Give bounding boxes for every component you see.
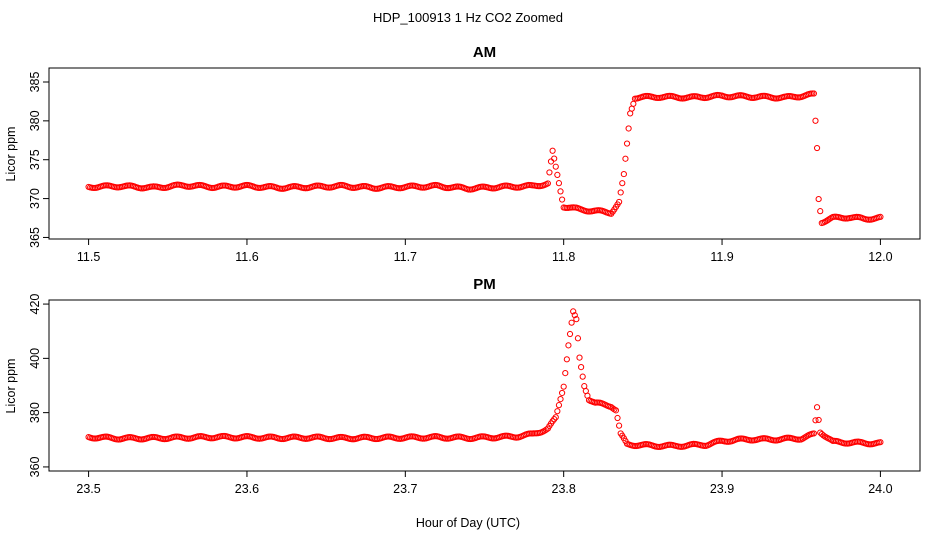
pm-x-tick-label: 23.9 xyxy=(710,482,734,496)
am-data-point xyxy=(622,155,629,162)
pm-x-tick-label: 23.8 xyxy=(552,482,576,496)
panel-am-ylabel: Licor ppm xyxy=(4,127,18,182)
am-y-tick-label: 370 xyxy=(28,188,42,209)
pm-data-point xyxy=(555,402,563,409)
am-data-point xyxy=(813,144,821,152)
am-data-point xyxy=(623,140,631,147)
panel-pm-ylabel: Licor ppm xyxy=(4,359,18,414)
pm-data-point xyxy=(573,316,580,323)
am-data-point xyxy=(616,198,623,206)
pm-data-point xyxy=(559,389,566,397)
pm-y-tick-label: 360 xyxy=(28,456,42,477)
am-x-tick-label: 11.8 xyxy=(552,250,575,264)
am-data-point xyxy=(617,189,624,196)
pm-y-tick-label: 380 xyxy=(28,402,42,423)
am-data-point xyxy=(555,180,563,187)
pm-x-tick-label: 23.7 xyxy=(393,482,417,496)
panel-am-x-axis: 11.5 11.6 11.7 11.8 11.9 12.0 xyxy=(77,238,893,264)
pm-x-tick-label: 23.5 xyxy=(76,482,100,496)
pm-data-point xyxy=(571,312,578,319)
pm-data-point xyxy=(810,430,818,437)
am-y-tick-label: 365 xyxy=(28,227,42,248)
am-y-tick-label: 380 xyxy=(28,110,42,131)
am-data-point xyxy=(544,180,551,187)
panel-pm: PM Licor ppm 23.5 23.6 23.7 23.8 23.9 24.0 36… xyxy=(4,276,921,496)
figure-xlabel: Hour of Day (UTC) xyxy=(416,516,520,530)
pm-data-point xyxy=(554,408,561,415)
pm-data-point xyxy=(578,364,585,371)
am-data-point xyxy=(559,196,566,203)
pm-data-point xyxy=(815,416,822,424)
pm-x-tick-label: 24.0 xyxy=(868,482,892,496)
panel-am-title: AM xyxy=(473,44,496,61)
pm-data-point xyxy=(562,370,569,377)
panel-pm-frame xyxy=(48,299,921,472)
pm-data-point xyxy=(560,383,567,390)
am-x-tick-label: 11.6 xyxy=(235,250,258,264)
am-x-tick-label: 11.7 xyxy=(394,250,417,264)
pm-data-point xyxy=(813,404,821,411)
am-data-point xyxy=(815,195,822,203)
pm-data-point xyxy=(551,416,558,423)
pm-data-point xyxy=(576,354,583,361)
pm-data-point xyxy=(552,414,559,421)
am-data-point xyxy=(620,170,627,178)
pm-x-tick-label: 23.6 xyxy=(235,482,259,496)
am-x-tick-label: 11.5 xyxy=(77,250,100,264)
pm-data-point xyxy=(570,308,577,315)
pm-data-point xyxy=(563,356,570,363)
pm-data-point xyxy=(877,439,884,446)
panel-pm-y-axis: 360 380 400 420 xyxy=(28,294,50,477)
panel-am-points xyxy=(85,90,884,227)
panel-pm-x-axis: 23.5 23.6 23.7 23.8 23.9 24.0 xyxy=(76,470,893,496)
am-data-point xyxy=(552,163,559,170)
am-data-point xyxy=(551,155,558,162)
am-data-point xyxy=(557,188,564,195)
am-data-point xyxy=(547,158,555,165)
pm-data-point xyxy=(616,422,623,429)
am-x-tick-label: 12.0 xyxy=(868,250,892,264)
am-data-point xyxy=(810,90,818,97)
am-data-point xyxy=(546,169,553,176)
panel-pm-title: PM xyxy=(473,276,496,293)
am-data-point xyxy=(877,213,884,220)
am-data-point xyxy=(625,125,632,132)
pm-data-point xyxy=(574,335,582,342)
am-x-tick-label: 11.9 xyxy=(710,250,733,264)
am-y-tick-label: 385 xyxy=(28,72,42,93)
panel-pm-points xyxy=(85,308,884,451)
pm-data-point xyxy=(609,405,616,412)
pm-data-point xyxy=(579,373,586,380)
pm-y-tick-label: 420 xyxy=(28,294,42,315)
am-y-tick-label: 375 xyxy=(28,149,42,170)
am-data-point xyxy=(812,117,819,124)
am-data-point xyxy=(817,208,824,215)
pm-data-point xyxy=(565,342,572,349)
pm-data-point xyxy=(568,319,575,326)
am-data-point xyxy=(619,180,626,187)
am-data-point xyxy=(549,147,556,154)
pm-data-point xyxy=(614,414,621,422)
am-data-point xyxy=(630,100,637,107)
pm-y-tick-label: 400 xyxy=(28,348,42,369)
pm-data-point xyxy=(812,417,819,424)
figure-title: HDP_100913 1 Hz CO2 Zoomed xyxy=(373,10,563,25)
panel-am-y-axis: 365 370 375 380 385 xyxy=(28,72,50,248)
pm-data-point xyxy=(566,330,574,338)
pm-data-point xyxy=(612,407,620,414)
panel-am: AM Licor ppm 11.5 11.6 11.7 11.8 11.9 12.0 36… xyxy=(4,44,921,264)
am-data-point xyxy=(554,171,561,178)
pm-data-point xyxy=(557,396,564,403)
